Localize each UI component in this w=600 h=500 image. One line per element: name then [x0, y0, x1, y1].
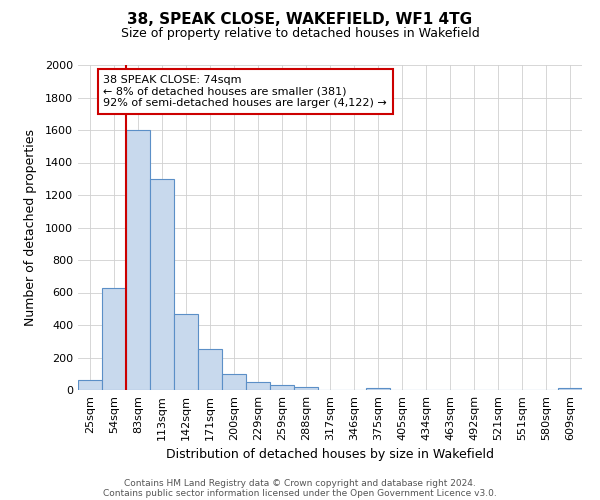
Bar: [270, 385, 294, 390]
Text: Size of property relative to detached houses in Wakefield: Size of property relative to detached ho…: [121, 28, 479, 40]
Bar: [174, 314, 198, 390]
Bar: [150, 179, 174, 390]
Bar: [198, 350, 222, 390]
Bar: [102, 288, 126, 390]
Y-axis label: Number of detached properties: Number of detached properties: [23, 129, 37, 326]
Bar: [366, 388, 390, 390]
Bar: [558, 388, 582, 390]
Text: Contains HM Land Registry data © Crown copyright and database right 2024.: Contains HM Land Registry data © Crown c…: [124, 478, 476, 488]
Text: 38, SPEAK CLOSE, WAKEFIELD, WF1 4TG: 38, SPEAK CLOSE, WAKEFIELD, WF1 4TG: [127, 12, 473, 28]
Text: Contains public sector information licensed under the Open Government Licence v3: Contains public sector information licen…: [103, 488, 497, 498]
Bar: [246, 382, 270, 390]
Bar: [294, 387, 318, 390]
Bar: [126, 130, 150, 390]
X-axis label: Distribution of detached houses by size in Wakefield: Distribution of detached houses by size …: [166, 448, 494, 462]
Bar: [78, 380, 102, 390]
Text: 38 SPEAK CLOSE: 74sqm
← 8% of detached houses are smaller (381)
92% of semi-deta: 38 SPEAK CLOSE: 74sqm ← 8% of detached h…: [103, 74, 387, 108]
Bar: [222, 374, 246, 390]
